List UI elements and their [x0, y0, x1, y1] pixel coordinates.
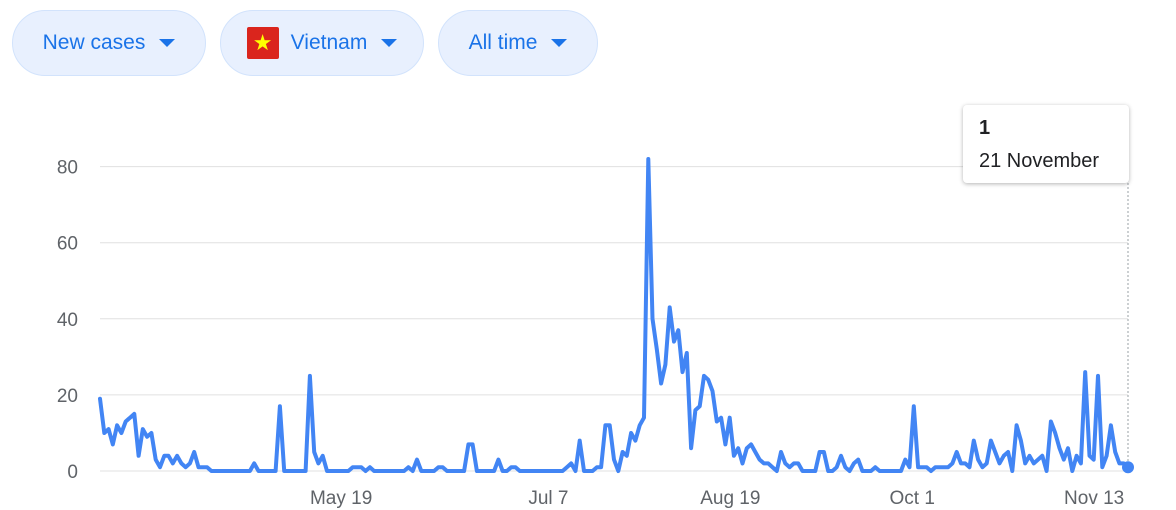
y-tick-label-0: 0 [67, 462, 78, 483]
x-tick-label-3: Oct 1 [890, 488, 935, 509]
caret-down-icon [551, 39, 568, 47]
tooltip-date: 21 November [979, 150, 1100, 172]
caret-down-icon [381, 39, 398, 47]
caret-down-icon [159, 39, 176, 47]
x-tick-label-0: May 19 [310, 488, 372, 509]
metric-selector[interactable]: New cases [12, 10, 206, 76]
country-selector[interactable]: ★ Vietnam [220, 10, 424, 76]
time-range-selector[interactable]: All time [438, 10, 598, 76]
y-tick-label-2: 40 [57, 310, 78, 331]
x-tick-label-4: Nov 13 [1064, 488, 1124, 509]
x-tick-label-1: Jul 7 [528, 488, 568, 509]
hover-point [1122, 461, 1134, 474]
country-selector-label: Vietnam [290, 31, 368, 54]
x-tick-label-2: Aug 19 [700, 488, 760, 509]
y-tick-label-4: 80 [57, 158, 78, 179]
tooltip-value: 1 [979, 117, 991, 139]
chart-tooltip: 1 21 November [963, 105, 1129, 183]
time-range-selector-label: All time [468, 31, 538, 54]
metric-selector-label: New cases [42, 31, 146, 54]
vietnam-flag-icon: ★ [246, 27, 279, 59]
y-tick-label-1: 20 [57, 386, 78, 407]
y-tick-label-3: 60 [57, 234, 78, 255]
series-line-new-cases [98, 157, 1130, 473]
